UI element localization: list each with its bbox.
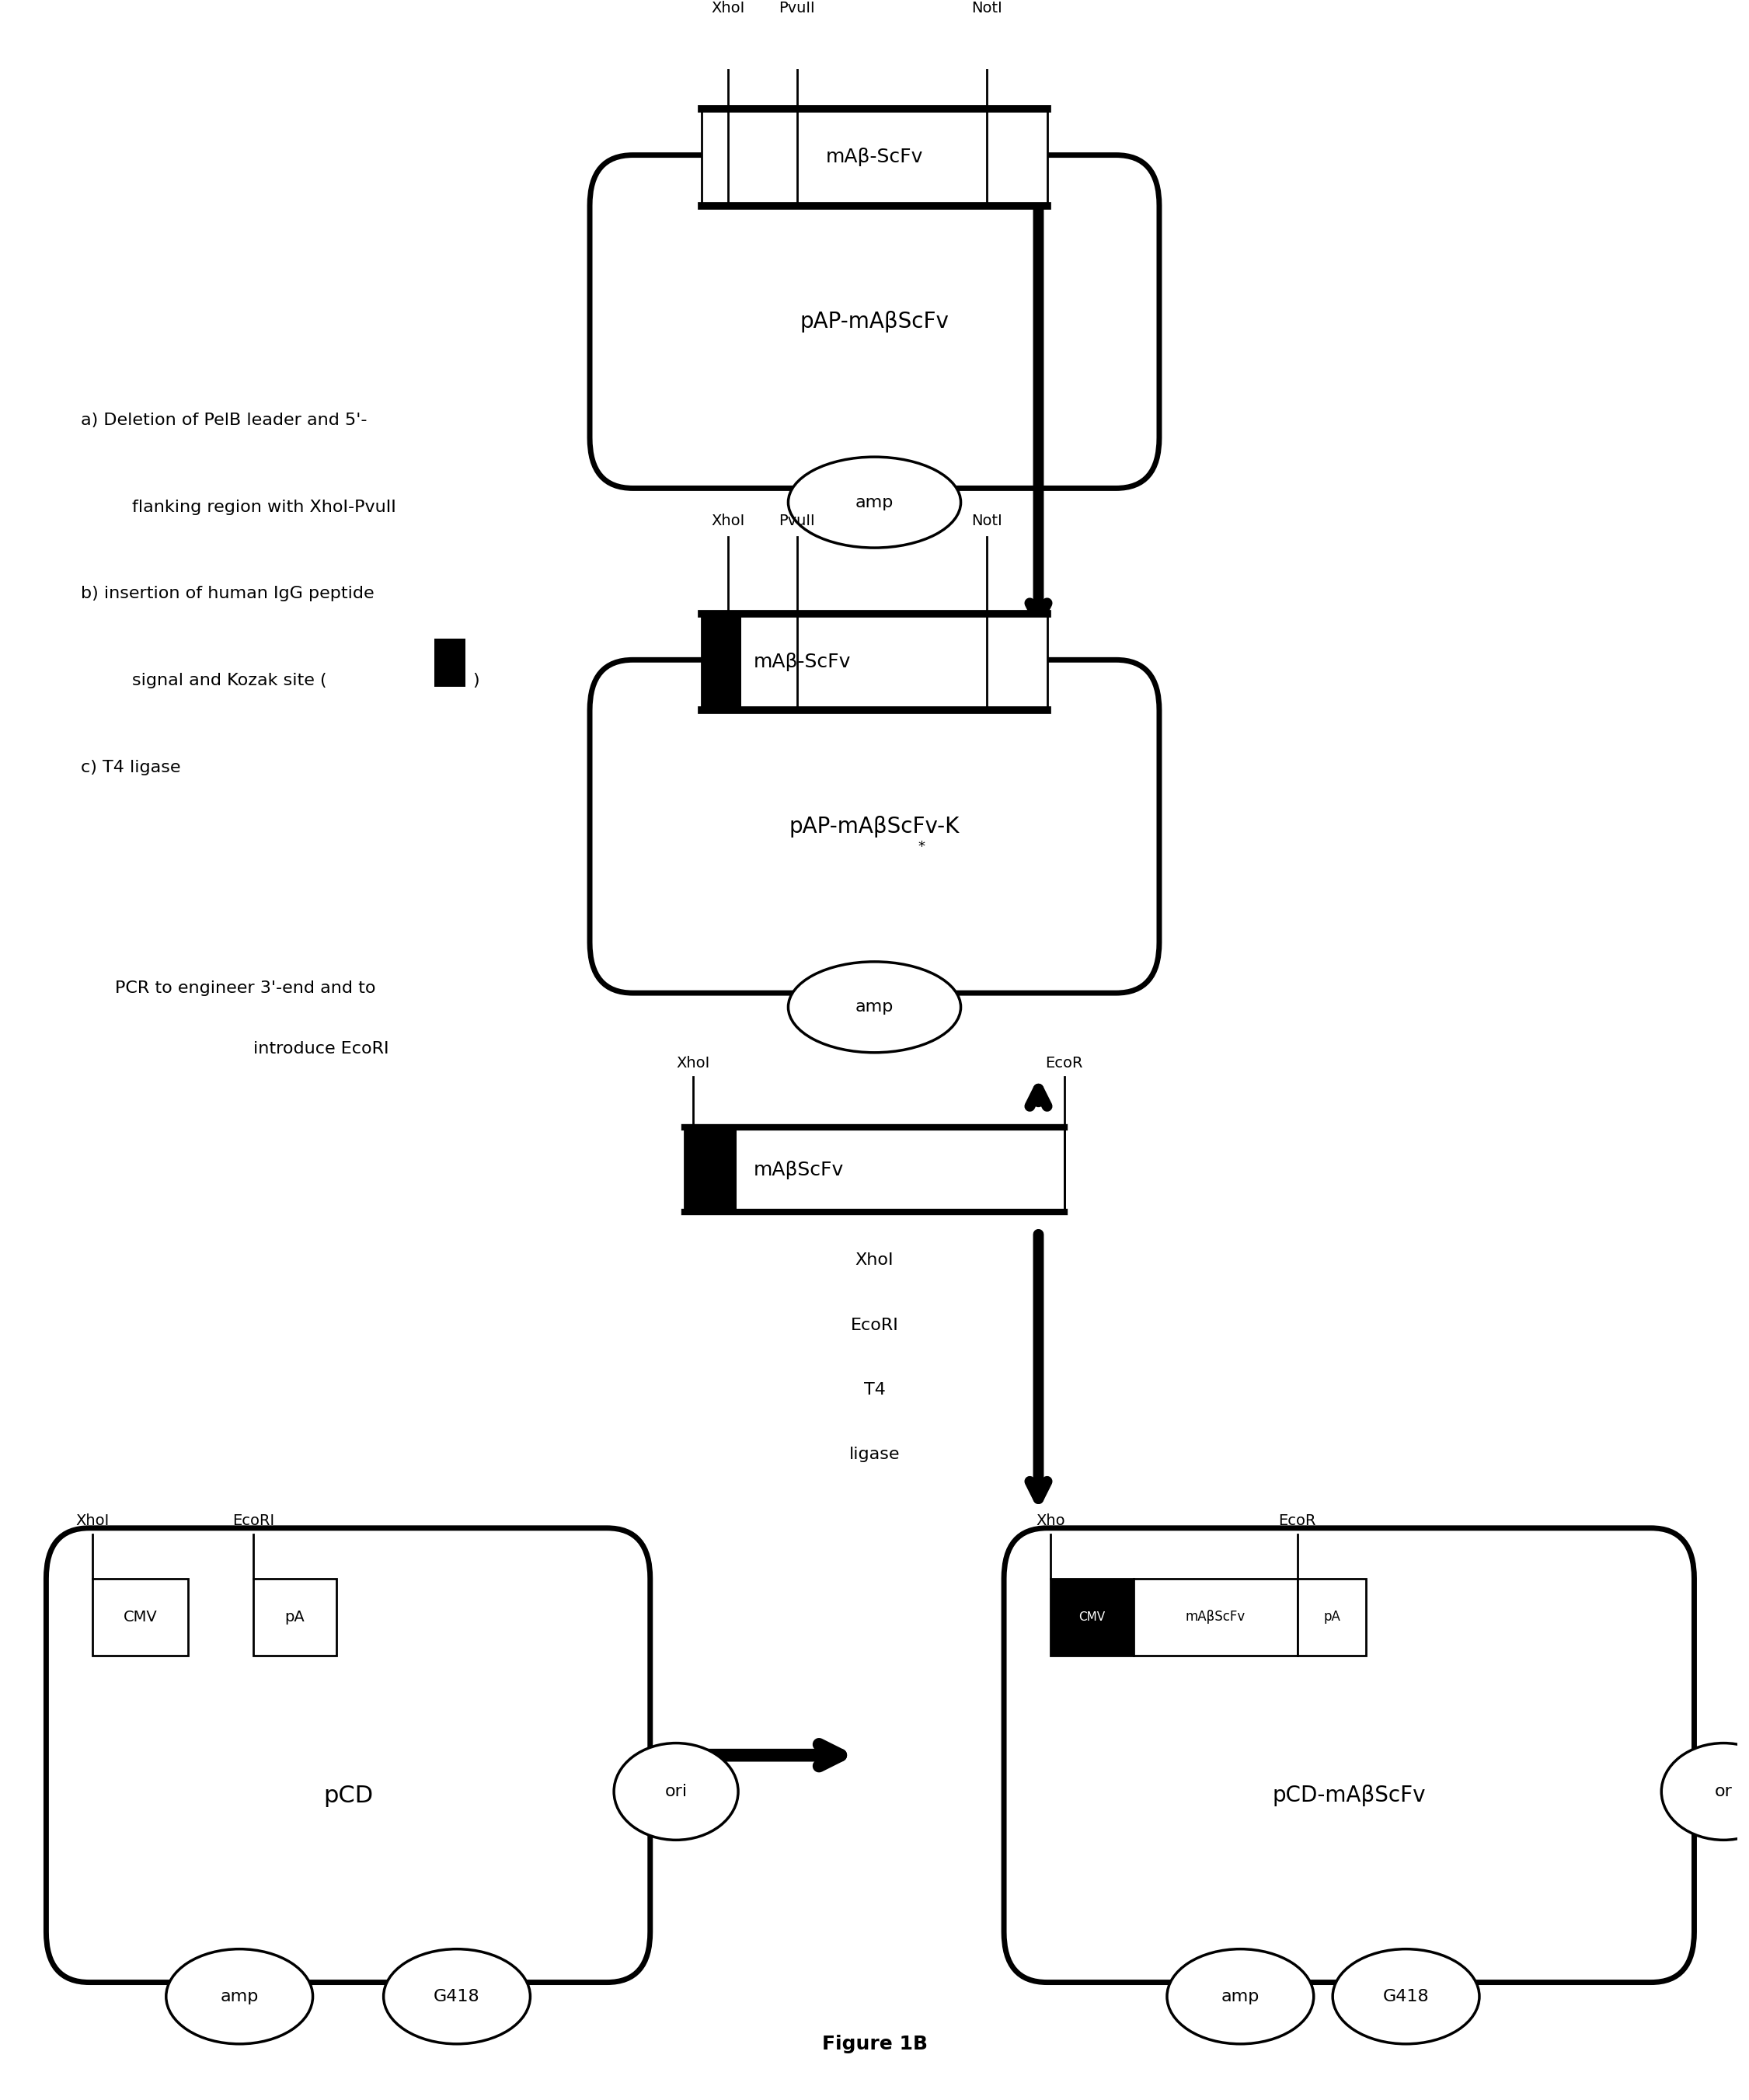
Text: EcoR: EcoR [1046,1056,1083,1071]
Text: EcoRI: EcoRI [233,1514,275,1529]
Text: XhoI: XhoI [855,1254,894,1268]
Text: G418: G418 [1383,1989,1429,2003]
Ellipse shape [166,1949,313,2043]
FancyBboxPatch shape [1004,1529,1695,1982]
Text: mAβ-ScFv: mAβ-ScFv [826,147,923,166]
Text: pAP-mAβScFv: pAP-mAβScFv [799,311,950,332]
Text: ): ) [472,672,479,689]
Bar [1051,1579,1133,1655]
Text: *: * [918,840,925,853]
Bar [1298,1579,1366,1655]
Bar [434,638,465,687]
Text: CMV: CMV [122,1609,157,1623]
Text: PvuII: PvuII [778,0,815,17]
Bar [1133,1579,1298,1655]
Text: c) T4 ligase: c) T4 ligase [80,760,180,775]
Bar [701,613,1048,710]
Bar [93,1579,187,1655]
Text: amp: amp [855,496,894,510]
Bar [684,1128,736,1212]
Text: amp: amp [220,1989,259,2003]
Text: XhoI: XhoI [75,1514,110,1529]
Text: mAβScFv: mAβScFv [754,1161,845,1178]
Ellipse shape [789,962,960,1052]
Text: XhoI: XhoI [677,1056,710,1071]
Bar [701,109,1048,206]
Bar [701,613,742,710]
FancyBboxPatch shape [589,659,1160,993]
Text: Xho: Xho [1035,1514,1065,1529]
Text: mAβ-ScFv: mAβ-ScFv [754,653,852,672]
FancyBboxPatch shape [45,1529,651,1982]
Ellipse shape [789,458,960,548]
Text: XhoI: XhoI [712,514,745,529]
Bar [254,1579,336,1655]
FancyBboxPatch shape [589,155,1160,487]
Text: pA: pA [1324,1611,1340,1623]
Text: NotI: NotI [971,0,1002,17]
Ellipse shape [383,1949,530,2043]
Text: pA: pA [285,1609,304,1623]
Text: a) Deletion of PelB leader and 5'-: a) Deletion of PelB leader and 5'- [80,412,367,428]
Text: ori: ori [665,1783,687,1800]
Text: CMV: CMV [1079,1611,1105,1623]
Text: EcoRI: EcoRI [850,1317,899,1334]
Text: amp: amp [1221,1989,1259,2003]
Text: PCR to engineer 3'-end and to: PCR to engineer 3'-end and to [115,981,376,995]
Text: G418: G418 [434,1989,479,2003]
Text: NotI: NotI [971,514,1002,529]
Text: mAβScFv: mAβScFv [1186,1611,1245,1623]
Text: amp: amp [855,1000,894,1014]
Text: pAP-mAβScFv-K: pAP-mAβScFv-K [789,815,960,838]
Ellipse shape [1167,1949,1313,2043]
Text: T4: T4 [864,1382,885,1396]
Text: signal and Kozak site (: signal and Kozak site ( [133,672,327,689]
Ellipse shape [1333,1949,1480,2043]
Text: pCD: pCD [324,1785,373,1806]
Text: Figure 1B: Figure 1B [822,2035,927,2054]
Text: pCD-mAβScFv: pCD-mAβScFv [1272,1785,1425,1806]
Bar [684,1128,1065,1212]
Ellipse shape [614,1743,738,1840]
Text: ligase: ligase [848,1447,901,1462]
Text: flanking region with XhoI-PvuII: flanking region with XhoI-PvuII [133,500,397,514]
Text: EcoR: EcoR [1279,1514,1317,1529]
Text: b) insertion of human IgG peptide: b) insertion of human IgG peptide [80,586,374,603]
Text: XhoI: XhoI [712,0,745,17]
Text: or: or [1714,1783,1733,1800]
Text: PvuII: PvuII [778,514,815,529]
Ellipse shape [1662,1743,1749,1840]
Text: introduce EcoRI: introduce EcoRI [254,1042,388,1056]
